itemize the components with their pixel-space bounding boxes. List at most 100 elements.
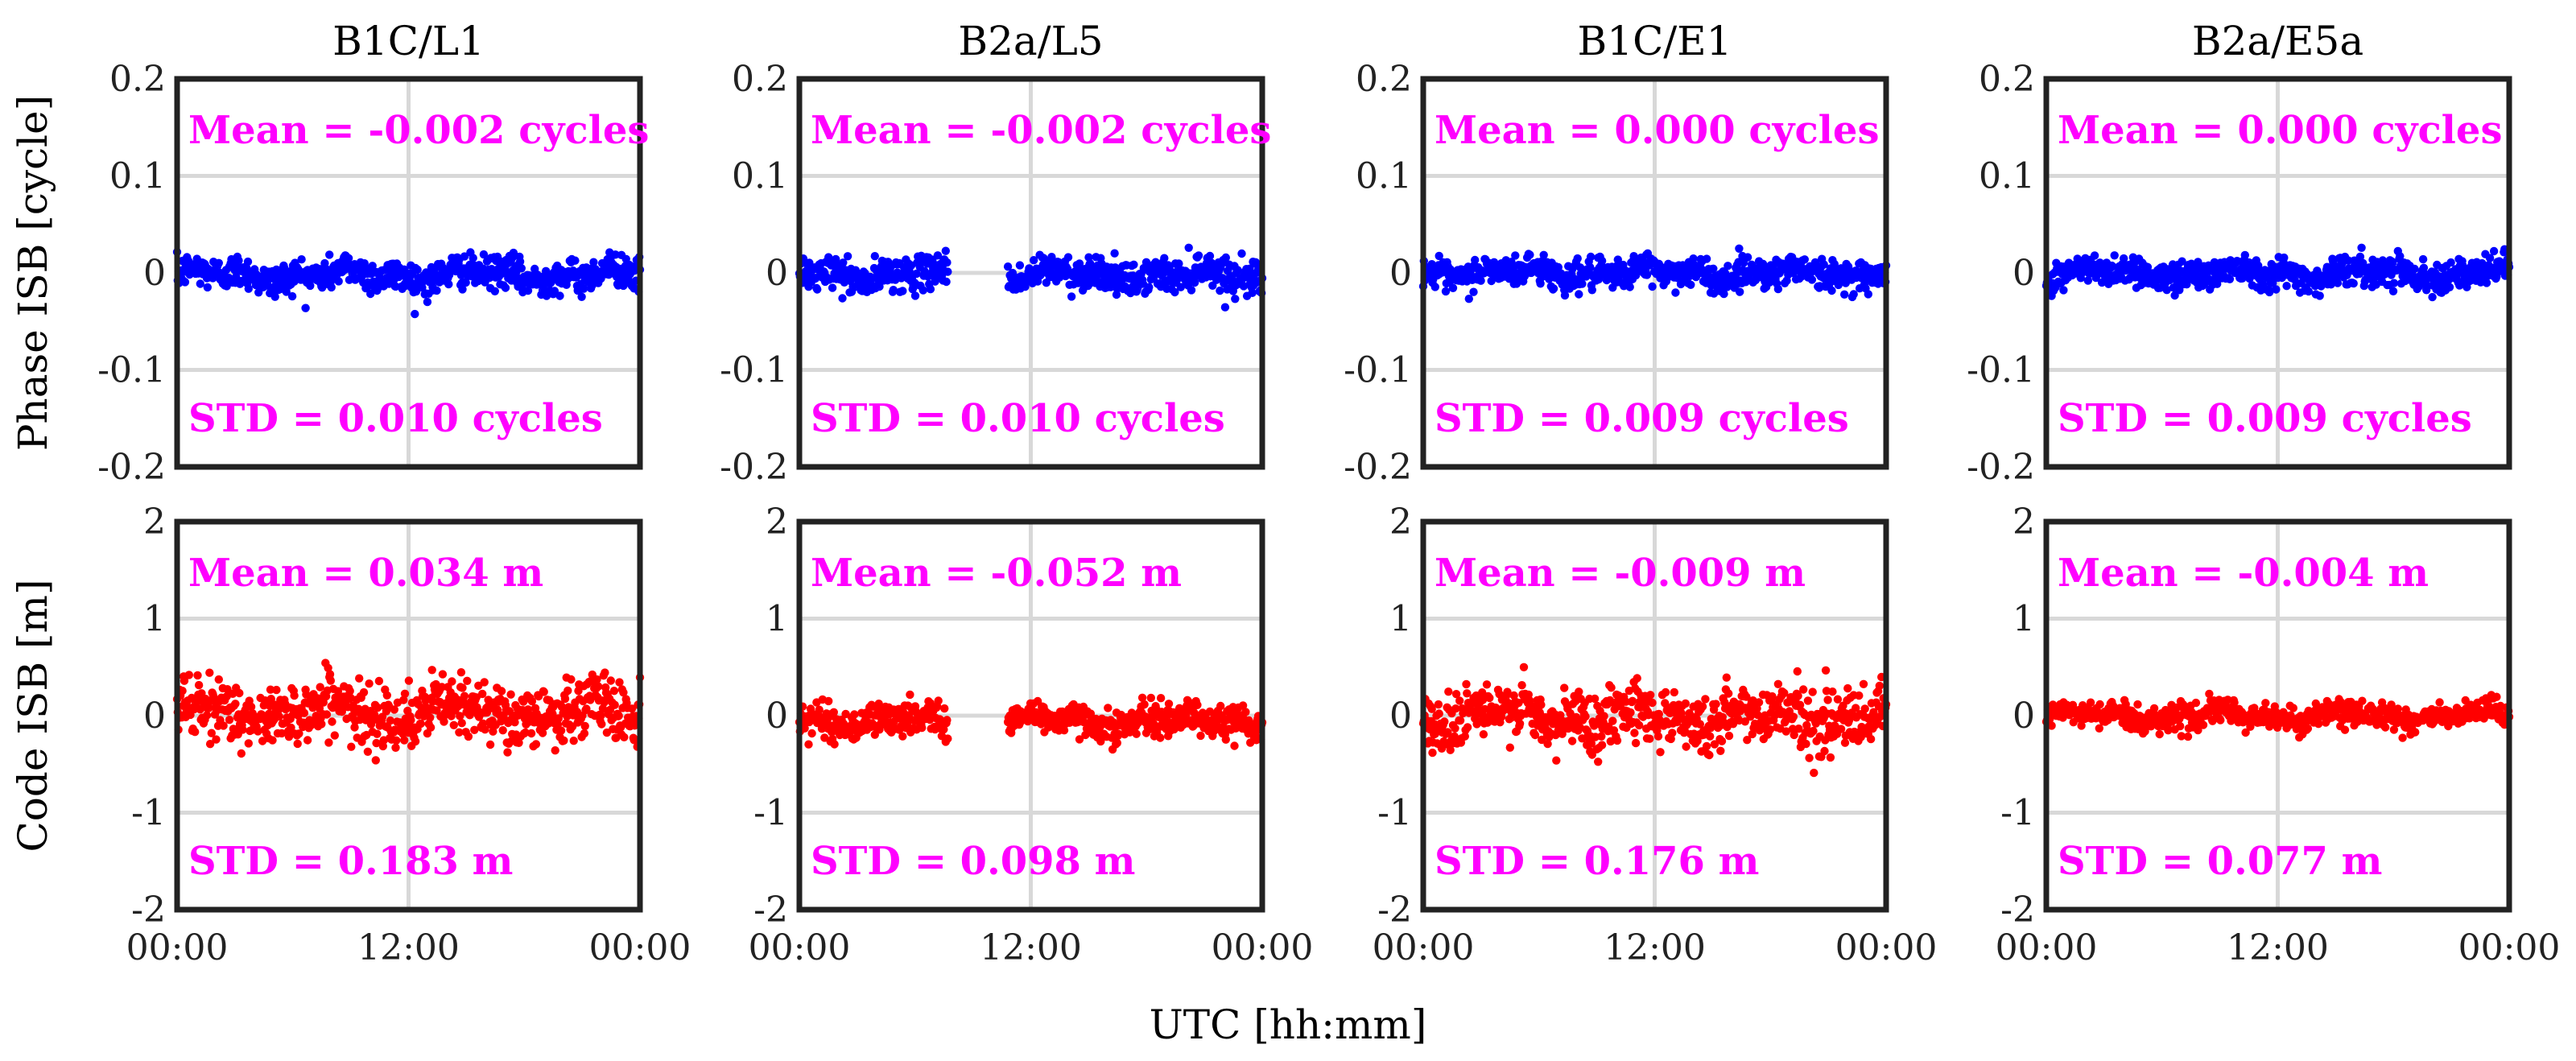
data-point (231, 700, 240, 708)
data-point (299, 708, 309, 717)
data-point (1241, 708, 1250, 716)
data-point (426, 713, 435, 722)
y-tick-label: 0 (1389, 696, 1412, 737)
data-point (1633, 674, 1641, 683)
data-point (1625, 283, 1634, 291)
y-tick-label: 1 (143, 599, 166, 640)
data-point (933, 251, 943, 260)
std-annotation: STD = 0.009 cycles (1435, 396, 1849, 441)
data-point (2410, 264, 2419, 274)
y-tick-label: 0.2 (732, 59, 788, 100)
data-point (1607, 683, 1616, 692)
data-point (1668, 729, 1677, 737)
data-point (180, 278, 190, 287)
data-point (517, 264, 526, 273)
data-point (458, 683, 467, 692)
y-tick-label: -0.1 (97, 350, 166, 391)
data-point (1463, 723, 1472, 732)
data-point (205, 668, 214, 677)
data-point (1597, 256, 1607, 266)
data-point (2388, 287, 2398, 295)
data-point (1435, 251, 1443, 261)
data-point (1476, 276, 1485, 285)
data-point (392, 736, 401, 745)
y-tick-label: 0.2 (109, 59, 166, 100)
data-point (1807, 275, 1817, 284)
data-point (1030, 256, 1038, 265)
data-point (347, 742, 356, 751)
y-tick-label: 0 (143, 253, 166, 294)
data-point (444, 279, 453, 289)
data-point (1826, 753, 1835, 762)
mean-annotation: Mean = 0.000 cycles (1435, 108, 1879, 153)
data-point (1511, 251, 1520, 260)
data-point (1430, 283, 1440, 291)
data-point (440, 717, 448, 726)
data-point (490, 287, 499, 295)
data-point (830, 740, 839, 749)
data-point (330, 731, 339, 740)
y-tick-label: 0.1 (1979, 156, 2035, 197)
data-point (1132, 729, 1141, 738)
column-title-3: B2a/E5a (2192, 18, 2363, 64)
data-point (555, 291, 564, 300)
data-point (1129, 260, 1138, 269)
data-point (1612, 736, 1622, 745)
data-point (407, 716, 415, 725)
y-tick-label: -2 (753, 890, 788, 931)
data-point (2240, 250, 2249, 260)
data-point (898, 287, 907, 295)
data-point (941, 246, 951, 255)
mean-annotation: Mean = -0.052 m (811, 551, 1182, 596)
data-point (334, 277, 343, 286)
data-point (368, 262, 377, 270)
data-point (365, 679, 374, 688)
y-tick-label: -0.1 (1344, 350, 1412, 391)
data-point (1170, 287, 1179, 297)
std-annotation: STD = 0.010 cycles (811, 396, 1225, 441)
data-point (2428, 292, 2437, 302)
data-point (1237, 249, 1246, 258)
column-title-0: B1C/L1 (332, 18, 485, 64)
data-point (1653, 732, 1663, 741)
data-point (2446, 258, 2455, 267)
data-point (2304, 287, 2313, 296)
data-point (1063, 253, 1073, 262)
data-point (1469, 287, 1478, 296)
data-point (1802, 739, 1810, 749)
data-point (432, 286, 441, 295)
data-point (461, 278, 470, 287)
data-point (2357, 243, 2366, 252)
data-point (416, 719, 425, 729)
data-point (1221, 735, 1231, 744)
data-point (413, 265, 422, 275)
data-point (404, 676, 414, 685)
data-point (480, 678, 489, 687)
data-point (539, 687, 548, 696)
data-point (1248, 288, 1257, 297)
data-point (1194, 251, 1203, 260)
data-point (1821, 666, 1831, 675)
data-point (1176, 283, 1186, 291)
data-point (448, 677, 456, 686)
data-point (391, 282, 400, 291)
data-point (1724, 689, 1733, 698)
data-point (815, 705, 824, 714)
data-point (589, 258, 598, 266)
data-point (1859, 679, 1868, 688)
data-point (601, 668, 609, 677)
data-point (579, 284, 588, 293)
data-point (943, 734, 952, 743)
data-point (1799, 685, 1808, 694)
x-tick-label: 00:00 (749, 927, 851, 968)
data-point (301, 303, 310, 312)
y-tick-label: 2 (1389, 502, 1412, 543)
data-point (1635, 720, 1644, 730)
data-point (1875, 681, 1884, 691)
data-point (1428, 748, 1437, 758)
data-point (1482, 680, 1492, 689)
